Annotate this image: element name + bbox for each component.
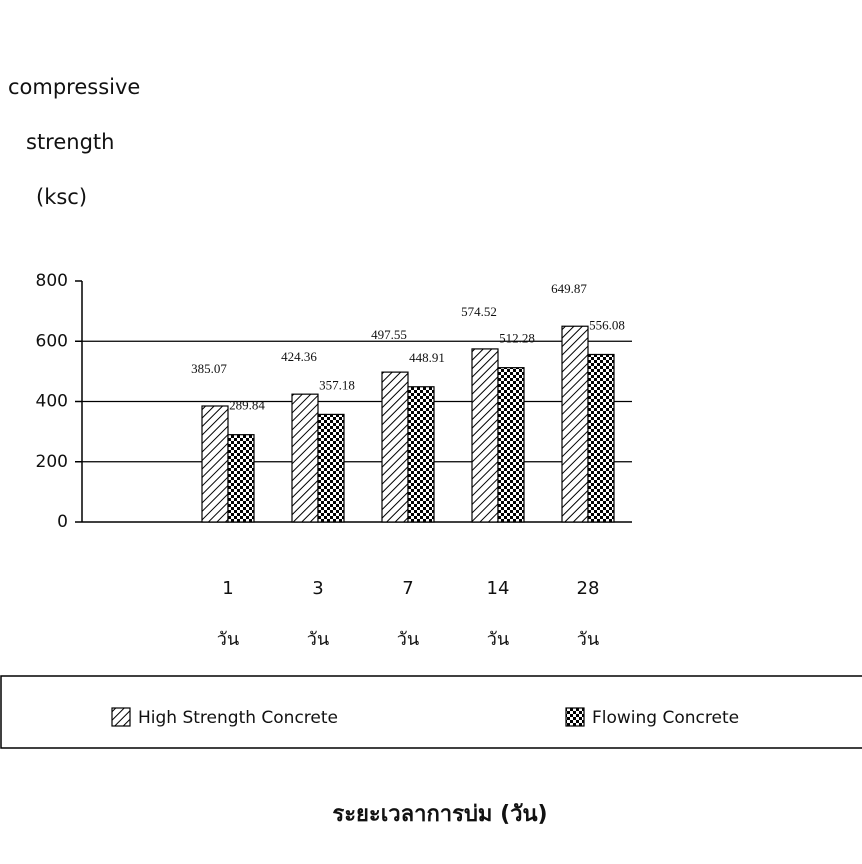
value-label: 512.28 bbox=[499, 331, 535, 346]
legend-box bbox=[0, 675, 862, 749]
x-tick-label: 28 bbox=[577, 578, 600, 599]
bar bbox=[497, 367, 525, 523]
y-axis-title: strength bbox=[26, 130, 114, 154]
value-label: 574.52 bbox=[461, 304, 497, 319]
y-tick-label: 200 bbox=[36, 452, 68, 472]
bar bbox=[471, 348, 499, 523]
bar bbox=[561, 325, 589, 523]
value-label: 289.84 bbox=[229, 398, 265, 413]
y-axis-title: compressive bbox=[8, 75, 140, 99]
y-axis-title: (ksc) bbox=[36, 185, 87, 209]
bar bbox=[291, 393, 319, 523]
value-label: 649.87 bbox=[551, 281, 587, 296]
legend-label: High Strength Concrete bbox=[138, 708, 338, 728]
bar bbox=[381, 371, 409, 523]
value-label: 424.36 bbox=[281, 349, 317, 364]
bar bbox=[201, 405, 229, 523]
legend-swatch bbox=[565, 707, 585, 727]
bar bbox=[227, 434, 255, 523]
value-label: 385.07 bbox=[191, 361, 227, 376]
x-tick-unit: วัน bbox=[397, 629, 419, 650]
y-tick-label: 800 bbox=[36, 271, 68, 291]
x-tick-label: 14 bbox=[487, 578, 510, 599]
y-tick-label: 400 bbox=[36, 392, 68, 412]
legend-swatch bbox=[111, 707, 131, 727]
x-tick-unit: วัน bbox=[487, 629, 509, 650]
y-tick-label: 600 bbox=[36, 331, 68, 351]
x-axis-title: ระยะเวลาการบ่ม (วัน) bbox=[332, 802, 547, 827]
value-label: 357.18 bbox=[319, 377, 355, 392]
value-label: 448.91 bbox=[409, 350, 445, 365]
x-tick-label: 1 bbox=[222, 578, 233, 599]
x-tick-label: 7 bbox=[402, 578, 413, 599]
y-tick-label: 0 bbox=[57, 512, 68, 532]
legend-label: Flowing Concrete bbox=[592, 708, 739, 728]
bar bbox=[587, 353, 615, 523]
bar bbox=[407, 386, 435, 523]
value-label: 556.08 bbox=[589, 317, 625, 332]
x-tick-unit: วัน bbox=[217, 629, 239, 650]
x-tick-unit: วัน bbox=[577, 629, 599, 650]
value-label: 497.55 bbox=[371, 327, 407, 342]
x-tick-unit: วัน bbox=[307, 629, 329, 650]
x-tick-label: 3 bbox=[312, 578, 323, 599]
bar bbox=[317, 413, 345, 523]
